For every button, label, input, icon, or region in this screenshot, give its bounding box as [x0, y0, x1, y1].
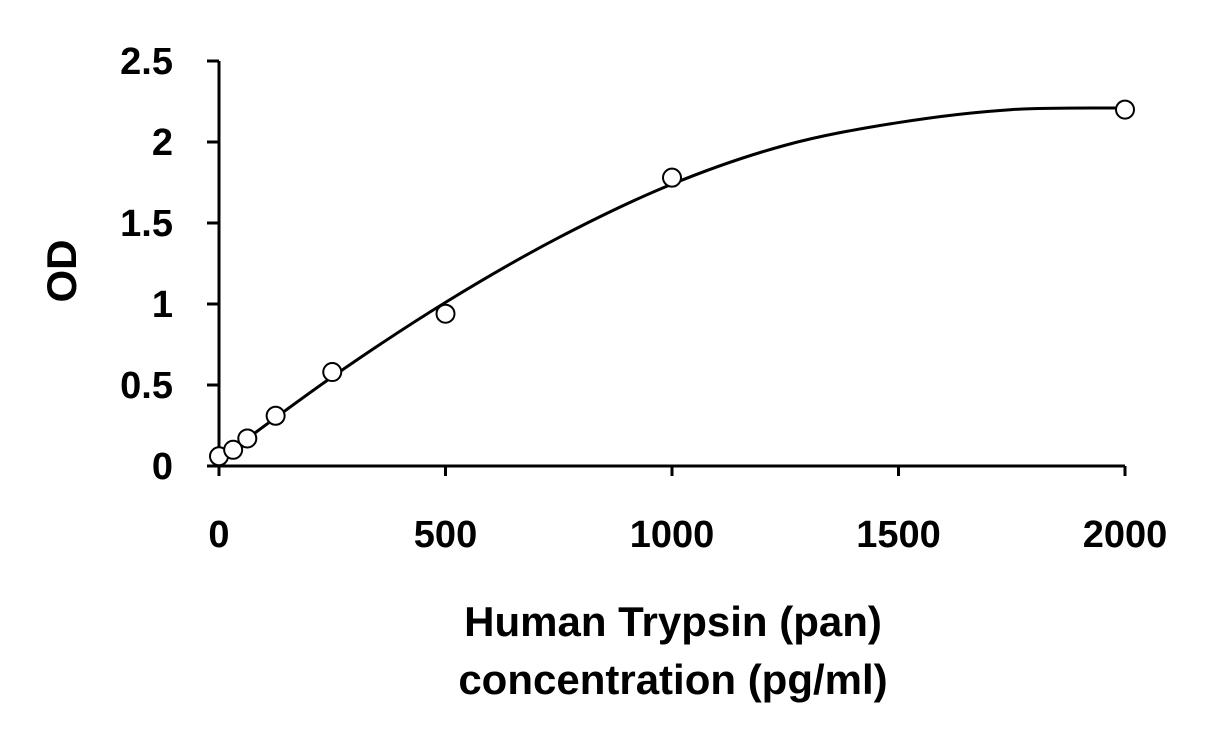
fit-curve: [218, 106, 1126, 461]
y-tick-label: 0.5: [120, 365, 173, 407]
x-tick-label: 0: [208, 514, 229, 556]
data-point: [265, 405, 286, 426]
data-point: [237, 428, 258, 449]
points-layer: [209, 99, 1135, 467]
y-tick-label: 1.5: [120, 203, 173, 245]
x-tick-label: 1000: [630, 514, 715, 556]
x-axis-title-line-2: concentration (pg/ml): [458, 656, 887, 703]
x-tick-label: 1500: [856, 514, 941, 556]
data-point: [322, 362, 343, 383]
y-tick-label: 0: [152, 446, 173, 488]
axes: [217, 61, 1125, 468]
y-tick-label: 2: [152, 122, 173, 164]
x-axis-title-line-1: Human Trypsin (pan): [464, 598, 882, 645]
y-ticks: 0 0.5 1 1.5 2 2.5: [120, 41, 219, 488]
data-point: [1115, 99, 1135, 120]
y-tick-label: 2.5: [120, 41, 173, 83]
data-point: [223, 439, 244, 460]
data-point: [435, 303, 456, 324]
x-tick-label: 500: [414, 514, 477, 556]
y-axis-title: OD: [38, 240, 85, 303]
curve-layer: [218, 106, 1126, 461]
x-ticks: 0 500 1000 1500 2000: [208, 466, 1167, 556]
y-tick-label: 1: [152, 284, 173, 326]
data-point: [662, 167, 682, 188]
x-tick-label: 2000: [1083, 514, 1168, 556]
